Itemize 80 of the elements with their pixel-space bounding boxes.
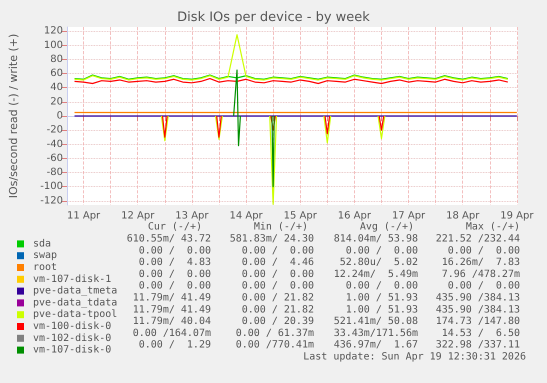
legend-label: vm-107-disk-0: [33, 344, 112, 356]
text: 521.41m/ 50.08: [334, 316, 418, 328]
text: 221.52 /232.44: [436, 234, 520, 244]
text: 0.00 / 1.29: [138, 340, 211, 351]
x-tick-label: 19 Apr: [500, 210, 534, 222]
text: 0.00 / 4.46: [242, 257, 314, 268]
text: 0.00 / 20.39: [242, 316, 314, 328]
chart-title: Disk IOs per device - by week: [177, 10, 370, 25]
y-axis-title: IOs/second read (-) / write (+): [7, 34, 20, 198]
legend-label: swap: [33, 250, 58, 262]
text: 0.00 /164.07m: [132, 328, 211, 339]
text: 12.24m/ 5.49m: [334, 268, 418, 280]
text: 0.00 / 0.00: [138, 245, 211, 256]
text: 610.55m/ 43.72: [126, 234, 211, 244]
y-tick-label: 80: [50, 54, 63, 65]
text: 581.83m/ 24.30: [230, 234, 314, 244]
text: 1.00 / 51.93: [346, 292, 418, 304]
text: 0.00 / 0.00: [346, 280, 418, 292]
text: 11.79m/ 41.49: [132, 292, 211, 304]
text: 435.90 /384.13: [436, 304, 520, 316]
text: 33.43m/171.56m: [334, 328, 418, 339]
text: 11.79m/ 41.49: [132, 304, 211, 316]
text: 436.97m/ 1.67: [334, 340, 418, 351]
legend-label: pve-data_tdata: [33, 297, 118, 308]
y-tick-label: 100: [44, 40, 63, 51]
x-tick-label: 11 Apr: [66, 210, 102, 222]
text: 0.00 / 21.82: [242, 304, 314, 316]
y-tick-label: 40: [50, 82, 63, 94]
text: 0.00 / 21.82: [242, 292, 314, 304]
legend-label: vm-102-disk-0: [33, 332, 112, 344]
text: 0.00 / 0.00: [242, 280, 314, 292]
text: 0.00 / 0.00: [138, 268, 211, 280]
text: 52.80u/ 5.02: [340, 257, 418, 268]
legend-label: pve-data_tmeta: [33, 286, 118, 297]
legend-label: root: [33, 262, 58, 273]
legend-label: sda: [33, 238, 52, 250]
y-tick-label: 60: [50, 68, 63, 80]
text: 7.96 /478.27m: [442, 268, 520, 280]
text: 322.98 /337.11: [436, 340, 520, 351]
y-tick-label: -60: [46, 152, 63, 164]
legend-label: vm-107-disk-1: [33, 274, 112, 285]
text: 0.00 / 0.00: [242, 245, 314, 256]
text: Max (-/+): [466, 222, 520, 232]
y-tick-label: 20: [50, 96, 63, 108]
text: 0.00 / 0.00: [346, 245, 418, 256]
text: 0.00 / 0.00: [138, 280, 211, 292]
text: 814.04m/ 53.98: [334, 234, 418, 244]
text: Cur (-/+): [148, 222, 202, 232]
y-tick-label: 0: [56, 110, 63, 122]
text: 0.00 / 0.00: [448, 245, 520, 256]
x-tick-label: 16 Apr: [338, 210, 372, 222]
text: 0.00 / 61.37m: [236, 328, 314, 339]
y-tick-label: 120: [44, 26, 63, 37]
legend-label: pve-data-tpool: [33, 309, 118, 320]
text: 16.26m/ 7.83: [442, 257, 520, 268]
y-tick-label: -20: [46, 124, 63, 136]
y-tick-label: -100: [40, 181, 63, 192]
y-tick-label: -40: [46, 138, 63, 150]
text: 0.00 / 0.00: [448, 280, 520, 292]
text: Last update: Sun Apr 19 12:30:31 2026: [303, 352, 526, 362]
x-tick-label: 17 Apr: [392, 210, 426, 222]
x-tick-label: 15 Apr: [284, 210, 318, 222]
text: 174.73 /147.80: [436, 316, 520, 328]
text: 1.00 / 51.93: [346, 304, 418, 316]
y-tick-label: -80: [46, 167, 63, 178]
legend-label: vm-100-disk-0: [33, 321, 112, 332]
text: 0.00 / 4.83: [138, 257, 211, 268]
x-tick-label: 12 Apr: [121, 210, 156, 222]
y-tick-label: -120: [40, 195, 63, 206]
text: 14.53 / 6.50: [442, 328, 520, 339]
text: 0.00 /770.41m: [236, 340, 314, 351]
text: 435.90 /384.13: [436, 292, 520, 304]
x-tick-label: 18 Apr: [446, 210, 480, 222]
text: 11.79m/ 40.04: [132, 316, 211, 328]
text: Min (-/+): [254, 222, 308, 232]
line-series: [74, 34, 508, 81]
text: Avg (-/+): [360, 222, 414, 232]
x-tick-label: 14 Apr: [229, 210, 264, 222]
text: 0.00 / 0.00: [242, 268, 314, 280]
x-tick-label: 13 Apr: [175, 210, 210, 222]
